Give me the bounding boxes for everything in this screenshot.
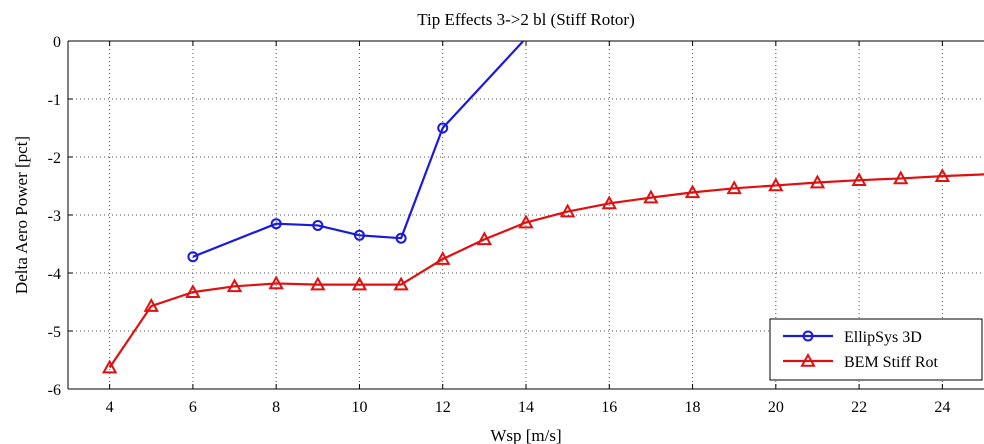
x-tick-label: 18 [685,399,701,416]
plot-area [101,41,984,374]
series-2-point [934,168,951,182]
chart-title: Tip Effects 3->2 bl (Stiff Rotor) [417,10,635,29]
x-tick-label: 20 [768,399,784,416]
x-tick-label: 10 [351,399,367,416]
legend-label-2: BEM Stiff Rot [844,354,939,371]
y-tick-label: -5 [48,324,61,341]
series-2-point [351,276,368,291]
series-2-point [310,276,326,291]
y-tick-label: 0 [53,34,61,51]
legend-marker-2 [800,352,816,367]
x-tick-label: 8 [272,399,280,416]
y-axis-label: Delta Aero Power [pct] [12,136,31,294]
series-2-point [851,172,867,186]
series-2-point [476,231,493,246]
series-2-point [768,177,784,192]
x-tick-label: 12 [435,399,451,416]
series-2-point [809,174,826,189]
series-2-point [726,180,742,195]
series-2-point [393,276,409,291]
series-1-point [187,251,199,263]
series-2-point [518,214,534,229]
y-tick-label: -4 [48,266,61,283]
series-group [101,41,984,374]
legend-label-1: EllipSys 3D [844,329,922,346]
series-2-point [185,284,201,298]
series-2-point [893,170,909,185]
legend-marker-1 [802,330,814,342]
series-1 [187,41,525,263]
series-2-point [143,298,159,312]
series-1-point [270,218,282,230]
y-tick-label: -1 [48,92,61,109]
series-1-line [192,41,525,258]
y-tick-label: -3 [48,208,61,225]
tick-labels: 4 6 8 10 12 14 16 18 20 22 24 0 -1 -2 -3 -4 -5 -6 [48,34,951,416]
x-tick-label: 6 [189,399,197,416]
x-tick-label: 16 [601,399,617,416]
series-2-point [643,189,659,204]
series-2-point [101,359,118,374]
x-tick-label: 24 [934,399,950,416]
axes [67,40,984,390]
legend-box [769,318,983,381]
grid-lines [68,41,984,389]
series-2-point [601,195,617,210]
series-2-point [559,203,576,218]
x-tick-label: 4 [106,399,114,416]
series-2-point [435,251,451,265]
x-axis-label: Wsp [m/s] [490,426,561,444]
x-tick-label: 22 [851,399,867,416]
series-2-point [226,278,243,293]
series-1-point [395,232,407,244]
series-2-point [684,184,701,199]
y-tick-label: -2 [48,150,61,167]
series-1-point [353,229,365,241]
y-tick-label: -6 [48,382,61,399]
series-2-point [268,275,284,290]
series-2-line [108,173,984,369]
legend: EllipSys 3D BEM Stiff Rot [769,318,983,381]
x-tick-label: 14 [518,399,534,416]
series-1-point [437,122,449,134]
series-1-point [312,219,324,231]
series-2 [101,168,984,374]
